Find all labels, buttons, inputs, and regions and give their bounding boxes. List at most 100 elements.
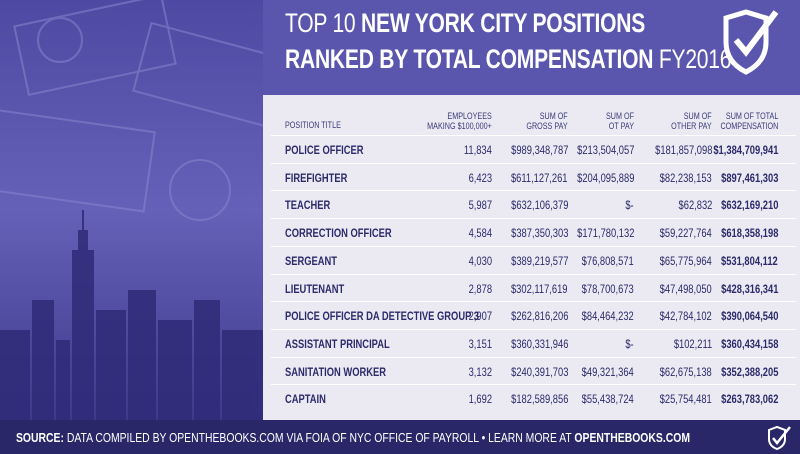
header-line: SUM OF	[540, 111, 568, 121]
table-cell: $25,754,481	[659, 392, 712, 407]
table-cell: $181,857,098	[654, 143, 712, 157]
column-header: POSITION TITLE	[285, 120, 341, 130]
position-title: CORRECTION OFFICER	[285, 226, 392, 241]
column-header: SUM OF OTHER PAY	[671, 111, 712, 131]
total-compensation: $390,064,540	[720, 309, 778, 324]
background-image	[0, 0, 263, 420]
table-cell: $-	[625, 198, 634, 213]
total-compensation: $897,461,303	[720, 170, 778, 185]
total-compensation: $352,388,205	[720, 364, 778, 379]
table-row: TEACHER 5,987 $632,106,379 $- $62,832 $632,16…	[271, 190, 796, 218]
table-cell: $204,095,889	[576, 170, 634, 185]
table-row: CORRECTION OFFICER 4,584 $387,350,303 $171,…	[271, 218, 796, 246]
title-text: NEW YORK CITY POSITIONS	[361, 8, 646, 38]
title-text: RANKED BY TOTAL COMPENSATION	[285, 44, 654, 74]
table-cell: $171,780,132	[576, 226, 634, 241]
title-line: TOP 10 NEW YORK CITY POSITIONS	[285, 8, 645, 39]
table-cell: $262,816,206	[510, 309, 568, 324]
total-compensation: $428,316,341	[720, 281, 778, 296]
header-line: GROSS PAY	[526, 121, 568, 131]
table-cell: $989,348,787	[510, 143, 568, 157]
header-line: MAKING $100,000+	[427, 121, 492, 131]
table-cell: 2,878	[468, 281, 492, 296]
table-row: CAPTAIN 1,692 $182,589,856 $55,438,724 $25,7…	[271, 384, 796, 412]
table-row: SERGEANT 4,030 $389,219,577 $76,808,571 $65,…	[271, 245, 796, 274]
table-cell: $76,808,571	[581, 253, 634, 268]
position-title: POLICE OFFICER	[285, 143, 364, 157]
total-compensation: $618,358,198	[720, 226, 778, 241]
total-compensation: $1,384,709,941	[712, 143, 778, 157]
table-cell: $49,321,364	[581, 364, 634, 379]
total-compensation: $360,434,158	[720, 336, 778, 351]
table-cell: $360,331,946	[510, 336, 568, 351]
footer-icon	[768, 425, 791, 451]
table-cell: $55,438,724	[581, 392, 634, 407]
table-cell: 2,907	[468, 309, 492, 324]
title-text: TOP 10	[285, 8, 356, 38]
table-cell: $62,832	[678, 198, 712, 213]
table-cell: 3,132	[468, 364, 492, 379]
table: POSITION TITLE EMPLOYEES MAKING $100,000+ S…	[263, 95, 800, 420]
header-line: SUM OF	[606, 111, 634, 121]
header-line: SUM OF	[684, 111, 712, 121]
source-label: SOURCE:	[16, 430, 64, 445]
table-cell: $65,775,964	[659, 253, 712, 268]
position-title: CAPTAIN	[285, 392, 326, 407]
header-line: SUM OF TOTAL	[725, 111, 778, 121]
column-header: SUM OF OT PAY	[606, 111, 634, 131]
table-cell: $78,700,673	[581, 281, 634, 296]
table-row: FIREFIGHTER 6,423 $611,127,261 $204,095,889…	[271, 162, 796, 191]
table-cell: $42,784,102	[659, 309, 712, 324]
table-cell: $302,117,619	[511, 281, 568, 296]
table-cell: $82,238,153	[659, 170, 712, 185]
source-text: SOURCE: DATA COMPILED BY OPENTHEBOOKS.CO…	[16, 430, 690, 445]
table-cell: $59,227,764	[659, 226, 712, 241]
table-cell: $389,219,577	[510, 253, 568, 268]
header-line: POSITION TITLE	[285, 120, 341, 130]
header-line: OT PAY	[608, 121, 634, 131]
table-row: POLICE OFFICER 11,834 $989,348,787 $213,504…	[271, 135, 796, 163]
position-title: SANITATION WORKER	[285, 364, 387, 379]
table-cell: $84,464,232	[581, 309, 634, 324]
title-banner: TOP 10 NEW YORK CITY POSITIONS RANKED BY…	[263, 0, 800, 95]
total-compensation: $531,804,112	[721, 253, 778, 268]
table-row: POLICE OFFICER DA DETECTIVE GROUP 3 2,907…	[271, 301, 796, 329]
position-title: ASSISTANT PRINCIPAL	[285, 336, 390, 351]
table-row: SANITATION WORKER 3,132 $240,391,703 $49,32…	[271, 356, 796, 385]
table-cell: 1,692	[468, 392, 492, 407]
title-line: RANKED BY TOTAL COMPENSATION FY2016	[285, 44, 731, 75]
logo-icon	[723, 9, 779, 75]
table-row: LIEUTENANT 2,878 $302,117,619 $78,700,673 $4…	[271, 273, 796, 302]
table-cell: 5,987	[468, 198, 492, 213]
title-text: FY2016	[658, 44, 732, 74]
position-title: SERGEANT	[285, 253, 338, 268]
position-title: POLICE OFFICER DA DETECTIVE GROUP 3	[285, 309, 479, 324]
position-title: TEACHER	[285, 198, 331, 213]
column-header: EMPLOYEES MAKING $100,000+	[427, 111, 492, 131]
column-header: SUM OF GROSS PAY	[527, 111, 568, 131]
table-cell: 4,030	[468, 253, 492, 268]
header-line: OTHER PAY	[671, 121, 712, 131]
table-row: ASSISTANT PRINCIPAL 3,151 $360,331,946 $- $1…	[271, 328, 796, 357]
table-cell: $62,675,138	[659, 364, 712, 379]
table-cell: 6,423	[468, 170, 492, 185]
table-cell: $102,211	[673, 336, 712, 351]
table-cell: $47,498,050	[659, 281, 712, 296]
header-line: COMPENSATION	[720, 121, 778, 131]
position-title: LIEUTENANT	[285, 281, 345, 296]
header-line: EMPLOYEES	[447, 111, 492, 121]
column-header: SUM OF TOTAL COMPENSATION	[720, 111, 778, 131]
table-cell: $632,106,379	[510, 198, 568, 213]
table-cell: $-	[625, 336, 634, 351]
table-cell: 3,151	[468, 336, 492, 351]
total-compensation: $263,783,062	[720, 392, 778, 407]
table-cell: 11,834	[464, 143, 492, 157]
table-cell: $213,504,057	[576, 143, 634, 157]
source-body: DATA COMPILED BY OPENTHEBOOKS.COM VIA FO…	[63, 430, 575, 445]
source-link: OPENTHEBOOKS.COM	[574, 430, 690, 445]
position-title: FIREFIGHTER	[285, 170, 348, 185]
table-cell: $611,127,261	[511, 170, 568, 185]
footer: SOURCE: DATA COMPILED BY OPENTHEBOOKS.CO…	[0, 420, 800, 454]
table-cell: $240,391,703	[510, 364, 568, 379]
